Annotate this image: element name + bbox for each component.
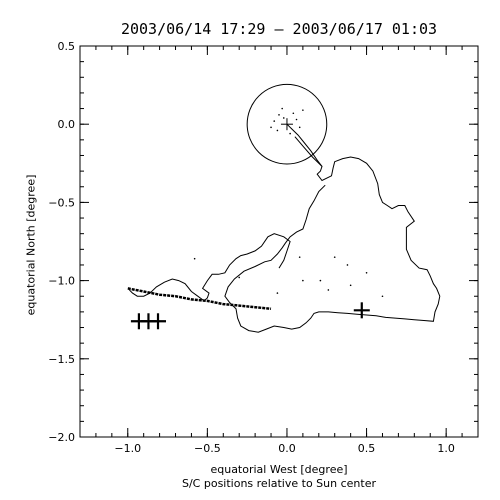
trace-series-4	[286, 123, 323, 167]
x-axis-sublabel: S/C positions relative to Sun center	[181, 477, 376, 490]
data-point	[270, 126, 272, 129]
plot-frame	[79, 45, 479, 438]
x-tick-label: 0.5	[358, 442, 376, 455]
data-point	[278, 114, 280, 116]
data-point	[381, 295, 384, 298]
y-tick-label: −2.0	[48, 431, 75, 444]
y-tick-label: 0.5	[58, 40, 76, 53]
data-point	[333, 256, 336, 258]
data-point	[327, 289, 330, 291]
data-point	[276, 292, 279, 294]
data-point	[302, 109, 304, 111]
data-point	[319, 279, 322, 282]
data-point	[298, 126, 301, 129]
data-point	[281, 107, 283, 110]
data-point	[292, 112, 295, 115]
chart-title: 2003/06/14 17:29 – 2003/06/17 01:03	[120, 20, 438, 38]
data-point	[298, 256, 301, 258]
data-point	[302, 279, 304, 282]
x-tick-label: −1.0	[114, 442, 141, 455]
y-tick-label: −1.5	[48, 353, 75, 366]
trace-series-3	[127, 287, 272, 311]
data-point	[276, 129, 279, 132]
trace-series-2	[129, 233, 291, 302]
data-point	[365, 271, 368, 274]
sun-disk	[246, 83, 328, 165]
data-point	[238, 276, 240, 279]
data-point	[289, 132, 291, 135]
x-tick-label: 0.0	[278, 442, 296, 455]
y-tick-label: −0.5	[48, 196, 75, 209]
data-point	[282, 117, 285, 119]
y-tick-label: −1.0	[48, 275, 75, 288]
y-tick-label: 0.0	[58, 118, 76, 131]
data-point	[273, 120, 276, 122]
x-tick-label: 1.0	[437, 442, 455, 455]
data-point	[349, 284, 352, 287]
x-axis-label: equatorial West [degree]	[210, 463, 348, 476]
trace-series-1	[224, 136, 441, 333]
x-tick-label: −0.5	[194, 442, 221, 455]
data-point	[193, 257, 196, 260]
data-point	[295, 118, 298, 121]
data-point	[346, 264, 349, 266]
